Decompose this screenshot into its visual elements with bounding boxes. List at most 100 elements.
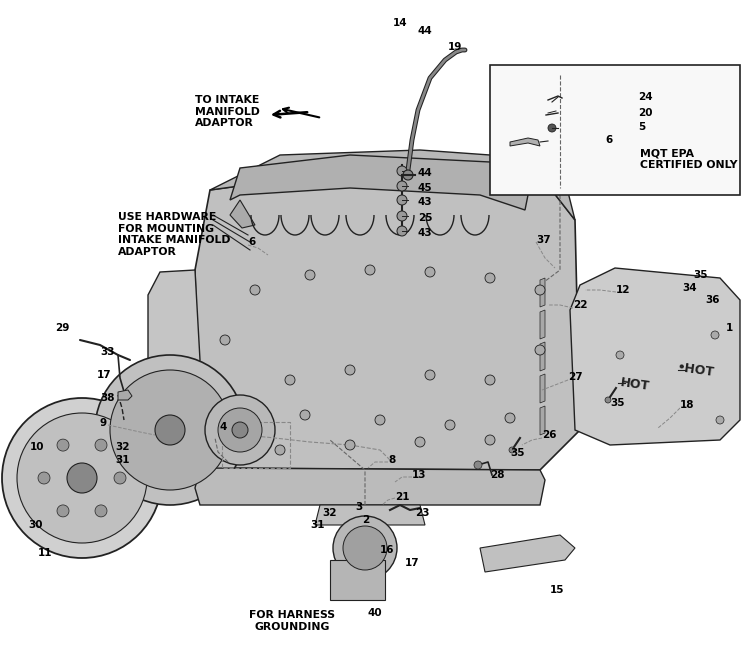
Text: 34: 34 xyxy=(682,283,697,293)
Text: 21: 21 xyxy=(395,492,410,502)
Circle shape xyxy=(17,413,147,543)
Circle shape xyxy=(343,526,387,570)
Circle shape xyxy=(57,505,69,517)
Circle shape xyxy=(716,416,724,424)
Text: 25: 25 xyxy=(418,213,433,223)
Polygon shape xyxy=(540,342,545,371)
Circle shape xyxy=(397,181,407,191)
Text: 29: 29 xyxy=(55,323,69,333)
Circle shape xyxy=(205,395,275,465)
Circle shape xyxy=(485,273,495,283)
Text: 37: 37 xyxy=(536,235,550,245)
Text: 32: 32 xyxy=(322,508,337,518)
Circle shape xyxy=(535,345,545,355)
Text: 44: 44 xyxy=(418,26,433,36)
Circle shape xyxy=(95,505,107,517)
Text: 19: 19 xyxy=(448,42,462,52)
Circle shape xyxy=(403,170,413,180)
Circle shape xyxy=(425,370,435,380)
Circle shape xyxy=(220,335,230,345)
Text: 6: 6 xyxy=(248,237,255,247)
Text: 13: 13 xyxy=(412,470,427,480)
Polygon shape xyxy=(230,155,530,210)
Circle shape xyxy=(397,211,407,221)
Circle shape xyxy=(2,398,162,558)
Text: 36: 36 xyxy=(705,295,719,305)
Text: 33: 33 xyxy=(100,347,115,357)
Circle shape xyxy=(474,461,482,469)
Text: 44: 44 xyxy=(418,168,433,178)
Text: 26: 26 xyxy=(542,430,556,440)
Circle shape xyxy=(505,413,515,423)
Circle shape xyxy=(114,472,126,484)
Circle shape xyxy=(509,447,515,453)
Text: 11: 11 xyxy=(38,548,53,558)
Circle shape xyxy=(275,445,285,455)
Circle shape xyxy=(333,516,397,580)
Polygon shape xyxy=(315,505,425,525)
Circle shape xyxy=(445,420,455,430)
Circle shape xyxy=(711,331,719,339)
Text: 10: 10 xyxy=(30,442,44,452)
Text: eReplacementParts.com: eReplacementParts.com xyxy=(316,385,434,395)
Circle shape xyxy=(38,472,50,484)
Circle shape xyxy=(548,124,556,132)
Circle shape xyxy=(218,408,262,452)
Text: 2: 2 xyxy=(362,515,369,525)
Circle shape xyxy=(397,195,407,205)
Text: 27: 27 xyxy=(568,372,583,382)
Text: 4: 4 xyxy=(220,422,227,432)
Circle shape xyxy=(95,355,245,505)
Polygon shape xyxy=(480,535,575,572)
Text: MQT EPA
CERTIFIED ONLY: MQT EPA CERTIFIED ONLY xyxy=(640,148,737,169)
Circle shape xyxy=(397,226,407,236)
Text: 31: 31 xyxy=(310,520,325,530)
Circle shape xyxy=(285,375,295,385)
Text: 17: 17 xyxy=(97,370,112,380)
Text: 20: 20 xyxy=(638,108,652,118)
Text: 5: 5 xyxy=(638,122,645,132)
Circle shape xyxy=(232,422,248,438)
Text: 38: 38 xyxy=(100,393,115,403)
Polygon shape xyxy=(570,268,740,445)
Polygon shape xyxy=(540,406,545,435)
Circle shape xyxy=(365,265,375,275)
Circle shape xyxy=(425,267,435,277)
Polygon shape xyxy=(540,278,545,307)
Circle shape xyxy=(250,285,260,295)
Polygon shape xyxy=(148,270,200,400)
Text: 15: 15 xyxy=(550,585,565,595)
Circle shape xyxy=(375,415,385,425)
Text: 28: 28 xyxy=(490,470,505,480)
Circle shape xyxy=(95,439,107,451)
Text: 32: 32 xyxy=(115,442,130,452)
Text: 30: 30 xyxy=(28,520,43,530)
Circle shape xyxy=(605,397,611,403)
Text: USE HARDWARE
FOR MOUNTING
INTAKE MANIFOLD
ADAPTOR: USE HARDWARE FOR MOUNTING INTAKE MANIFOL… xyxy=(118,212,230,257)
Polygon shape xyxy=(540,310,545,339)
Text: 43: 43 xyxy=(418,228,433,238)
Polygon shape xyxy=(195,468,545,505)
Text: 8: 8 xyxy=(388,455,395,465)
Circle shape xyxy=(155,415,185,445)
Text: 6: 6 xyxy=(605,135,612,145)
Circle shape xyxy=(345,365,355,375)
Text: TO INTAKE
MANIFOLD
ADAPTOR: TO INTAKE MANIFOLD ADAPTOR xyxy=(195,95,260,128)
Circle shape xyxy=(67,463,97,493)
Text: 31: 31 xyxy=(115,455,130,465)
Text: 1: 1 xyxy=(726,323,734,333)
Circle shape xyxy=(57,439,69,451)
Circle shape xyxy=(110,370,230,490)
Text: 35: 35 xyxy=(693,270,707,280)
Polygon shape xyxy=(540,374,545,403)
Circle shape xyxy=(305,270,315,280)
Polygon shape xyxy=(210,150,575,220)
Text: 35: 35 xyxy=(510,448,524,458)
Text: 40: 40 xyxy=(368,608,382,618)
Bar xyxy=(330,560,385,600)
Text: 45: 45 xyxy=(418,183,433,193)
Text: 16: 16 xyxy=(380,545,394,555)
Text: 14: 14 xyxy=(393,18,408,28)
Text: 12: 12 xyxy=(616,285,631,295)
Text: 3: 3 xyxy=(355,502,362,512)
